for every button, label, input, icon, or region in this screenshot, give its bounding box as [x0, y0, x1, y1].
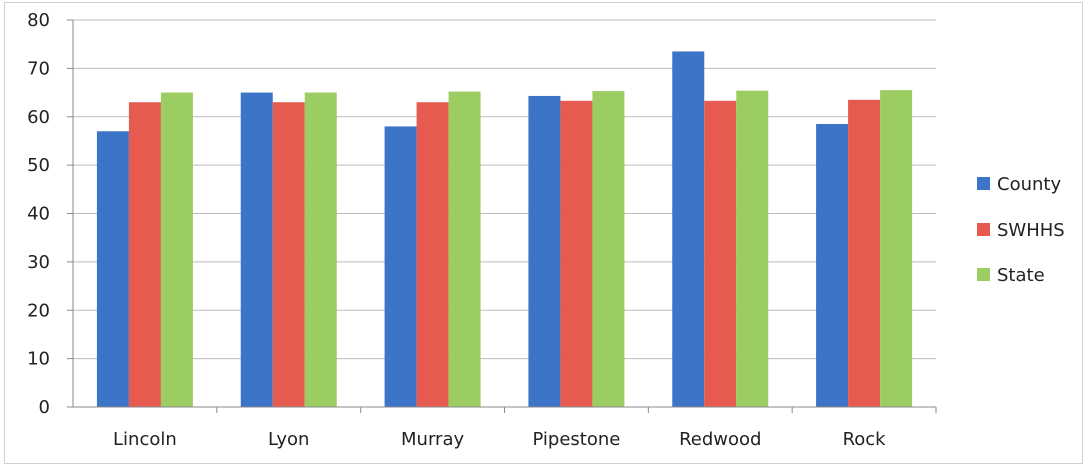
bar-county-redwood	[672, 51, 705, 407]
gridlines	[73, 19, 936, 360]
bar-swhhs-redwood	[704, 100, 737, 407]
bar-swhhs-rock	[848, 99, 881, 407]
legend-swatch-county	[977, 177, 990, 190]
bar-county-lincoln	[96, 131, 129, 407]
y-tick-label-10: 10	[27, 349, 50, 370]
bar-county-murray	[384, 126, 417, 408]
bars	[96, 51, 913, 408]
bar-state-murray	[448, 91, 481, 407]
bar-state-lincoln	[160, 92, 193, 407]
bar-swhhs-lincoln	[128, 102, 161, 408]
bar-state-rock	[880, 90, 913, 408]
bar-state-lyon	[304, 92, 337, 407]
bar-swhhs-murray	[416, 102, 449, 408]
legend-label-state: State	[997, 265, 1045, 286]
y-tick-label-60: 60	[27, 107, 50, 128]
bar-county-lyon	[240, 92, 273, 407]
x-tick-label-murray: Murray	[401, 429, 464, 450]
bar-state-pipestone	[592, 91, 625, 407]
legend-label-swhhs: SWHHS	[997, 220, 1065, 241]
bar-swhhs-lyon	[272, 102, 305, 408]
bar-county-pipestone	[528, 95, 561, 407]
x-tick-label-pipestone: Pipestone	[532, 429, 620, 450]
legend-swatch-state	[977, 268, 990, 281]
y-tick-label-30: 30	[27, 252, 50, 273]
legend-label-county: County	[997, 174, 1061, 195]
x-tick-label-lincoln: Lincoln	[113, 429, 177, 450]
y-tick-label-20: 20	[27, 300, 50, 321]
x-tick-label-rock: Rock	[843, 429, 887, 450]
x-tick-label-lyon: Lyon	[268, 429, 309, 450]
bar-state-redwood	[736, 90, 769, 407]
legend: County SWHHS State	[977, 174, 1065, 286]
y-tick-label-0: 0	[39, 397, 50, 418]
y-tick-label-40: 40	[27, 204, 50, 225]
legend-swatch-swhhs	[977, 223, 990, 236]
y-tick-label-70: 70	[27, 58, 50, 79]
bar-swhhs-pipestone	[560, 100, 593, 407]
x-tick-label-redwood: Redwood	[679, 429, 761, 450]
axes: 0 10 20 30 40 50 60 70 80 Lincoln Lyon Murray Pipest…	[27, 10, 937, 450]
y-tick-label-50: 50	[27, 155, 50, 176]
y-tick-label-80: 80	[27, 10, 50, 31]
bar-county-rock	[816, 124, 849, 407]
